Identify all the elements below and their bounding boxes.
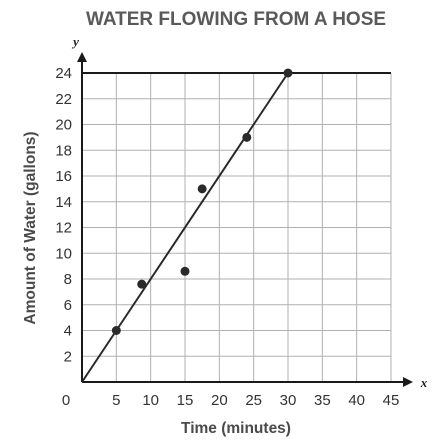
data-point <box>137 279 147 289</box>
data-point <box>242 132 252 142</box>
x-axis-label: Time (minutes) <box>181 420 291 437</box>
data-point <box>180 266 190 276</box>
y-tick-label: 10 <box>55 245 72 262</box>
x-tick-label: 25 <box>245 392 262 409</box>
y-tick-label: 8 <box>64 271 72 288</box>
data-point <box>283 68 293 78</box>
y-tick-label: 22 <box>55 91 72 108</box>
chart-title: WATER FLOWING FROM A HOSE <box>86 9 386 30</box>
x-tick-label: 30 <box>280 392 297 409</box>
x-tick-label: 20 <box>211 392 228 409</box>
y-tick-label: 6 <box>64 297 72 314</box>
y-axis-label: Amount of Water (gallons) <box>22 131 39 324</box>
y-tick-label: 4 <box>64 323 72 340</box>
x-axis-variable: x <box>420 375 428 390</box>
y-tick-label: 24 <box>55 65 72 82</box>
grid <box>82 72 392 382</box>
axes <box>77 52 413 387</box>
y-axis-arrow <box>77 52 87 62</box>
data-point <box>197 184 207 194</box>
x-tick-label: 15 <box>177 392 194 409</box>
y-tick-label: 16 <box>55 168 72 185</box>
x-tick-label: 35 <box>314 392 331 409</box>
data-points <box>111 68 293 335</box>
y-tick-label: 20 <box>55 117 72 134</box>
y-tick-label: 2 <box>64 348 72 365</box>
x-axis-arrow <box>403 377 413 387</box>
y-tick-label: 12 <box>55 220 72 237</box>
origin-label: 0 <box>62 392 70 409</box>
y-axis-variable: y <box>71 34 79 49</box>
x-tick-label: 45 <box>383 392 400 409</box>
data-point <box>111 326 121 335</box>
y-tick-label: 14 <box>55 194 72 211</box>
x-tick-label: 40 <box>348 392 365 409</box>
y-tick-label: 18 <box>55 142 72 159</box>
x-tick-label: 10 <box>142 392 159 409</box>
x-tick-label: 5 <box>112 392 120 409</box>
